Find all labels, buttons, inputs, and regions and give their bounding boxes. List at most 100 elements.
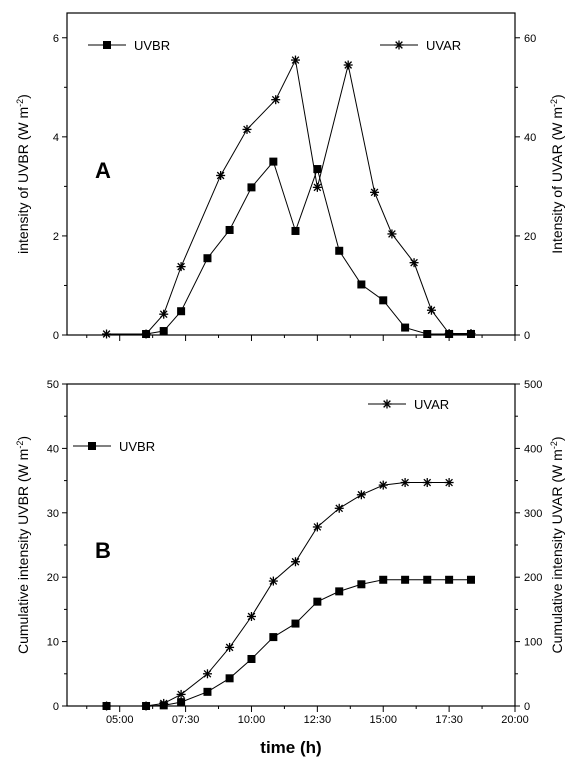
point-uvbr	[357, 280, 366, 289]
point-uvar	[141, 701, 151, 711]
point-uvar	[343, 60, 353, 70]
point-uvar	[159, 698, 169, 708]
y-tick-label-right: 200	[524, 572, 542, 584]
x-tick-label: 20:00	[501, 714, 529, 726]
point-uvar	[102, 329, 112, 339]
point-uvar	[426, 305, 436, 315]
point-uvbr	[313, 165, 322, 174]
point-uvar	[370, 187, 380, 197]
point-uvbr	[423, 330, 432, 339]
point-uvbr	[291, 226, 300, 235]
point-uvar	[246, 611, 256, 621]
x-axis-title: time (h)	[260, 738, 321, 757]
point-uvbr	[401, 323, 410, 332]
panel-letter: B	[95, 538, 111, 563]
y-tick-label-right: 0	[524, 330, 530, 342]
point-uvbr	[335, 587, 344, 596]
plot-frame	[66, 12, 516, 336]
point-uvbr	[423, 575, 432, 584]
point-uvar	[334, 503, 344, 513]
point-uvbr	[203, 254, 212, 263]
point-uvar	[356, 490, 366, 500]
point-uvar	[409, 258, 419, 268]
y-tick-label-left: 2	[53, 231, 59, 243]
y-tick-label-right: 60	[524, 33, 536, 45]
point-uvar	[387, 229, 397, 239]
point-uvar	[422, 478, 432, 488]
point-uvbr	[357, 580, 366, 589]
point-uvbr	[159, 327, 168, 336]
point-uvar	[378, 480, 388, 490]
point-uvar	[444, 478, 454, 488]
x-tick-label: 05:00	[106, 714, 134, 726]
y-tick-label-left: 6	[53, 33, 59, 45]
point-uvar	[242, 124, 252, 134]
point-uvar	[290, 557, 300, 567]
x-tick-label: 15:00	[369, 714, 397, 726]
point-uvar	[268, 576, 278, 586]
point-uvar	[141, 329, 151, 339]
point-uvbr	[445, 575, 454, 584]
y-axis-title-left: Cumulative intensity UVBR (W m-2)	[15, 436, 31, 654]
y-tick-label-left: 50	[47, 379, 59, 391]
series-line-uvbr	[145, 160, 471, 335]
point-uvar	[159, 309, 169, 319]
y-axis-title-right: Cumulative intensity UVAR (W m-2)	[549, 436, 565, 653]
series-line-uvbr	[106, 579, 471, 707]
x-axis: 05:00 07:30 10:00 12:30 15:00 17:30 20:00 time …	[106, 714, 529, 757]
panel-letter: A	[95, 158, 111, 183]
y-tick-label-left: 10	[47, 637, 59, 649]
y-tick-label-right: 400	[524, 443, 542, 455]
point-uvbr	[177, 698, 186, 707]
point-uvbr	[225, 674, 234, 683]
point-uvar	[466, 329, 476, 339]
legend-marker-uvbr	[103, 41, 111, 49]
point-uvbr	[335, 246, 344, 255]
y-tick-label-right: 0	[524, 701, 530, 713]
x-tick-label: 07:30	[172, 714, 200, 726]
legend-label-uvbr: UVBR	[134, 38, 170, 53]
y-tick-label-right: 500	[524, 379, 542, 391]
x-tick-label: 10:00	[238, 714, 266, 726]
y-tick-label-left: 0	[53, 701, 59, 713]
legend-label-uvar: UVAR	[426, 38, 461, 53]
point-uvar	[102, 701, 112, 711]
series-line-uvar	[106, 58, 471, 335]
y-tick-label-left: 40	[47, 443, 59, 455]
point-uvar	[400, 478, 410, 488]
legend-marker-uvbr	[88, 442, 96, 450]
y-tick-label-right: 100	[524, 637, 542, 649]
legend-label-uvbr: UVBR	[119, 439, 155, 454]
point-uvbr	[269, 633, 278, 642]
point-uvbr	[247, 183, 256, 192]
y-axis-title-left: intensity of UVBR (W m-2)	[15, 94, 31, 254]
point-uvar	[290, 55, 300, 65]
plot-frame	[66, 383, 516, 707]
point-uvar	[202, 669, 212, 679]
y-axis-title-right: Intensity of UVAR (W m-2)	[549, 94, 565, 253]
y-tick-label-left: 30	[47, 508, 59, 520]
point-uvar	[312, 522, 322, 532]
point-uvbr	[225, 225, 234, 234]
point-uvar	[444, 329, 454, 339]
legend-marker-uvar	[394, 40, 404, 50]
y-tick-label-left: 20	[47, 572, 59, 584]
point-uvbr	[203, 687, 212, 696]
point-uvar	[176, 689, 186, 699]
point-uvar	[176, 262, 186, 272]
y-tick-label-right: 40	[524, 132, 536, 144]
legend-label-uvar: UVAR	[414, 397, 449, 412]
point-uvbr	[177, 307, 186, 316]
point-uvbr	[466, 575, 475, 584]
point-uvbr	[379, 575, 388, 584]
y-tick-label-right: 20	[524, 231, 536, 243]
point-uvbr	[269, 157, 278, 166]
point-uvbr	[401, 575, 410, 584]
point-uvbr	[247, 654, 256, 663]
point-uvar	[216, 170, 226, 180]
legend-marker-uvar	[382, 399, 392, 409]
point-uvar	[312, 182, 322, 192]
